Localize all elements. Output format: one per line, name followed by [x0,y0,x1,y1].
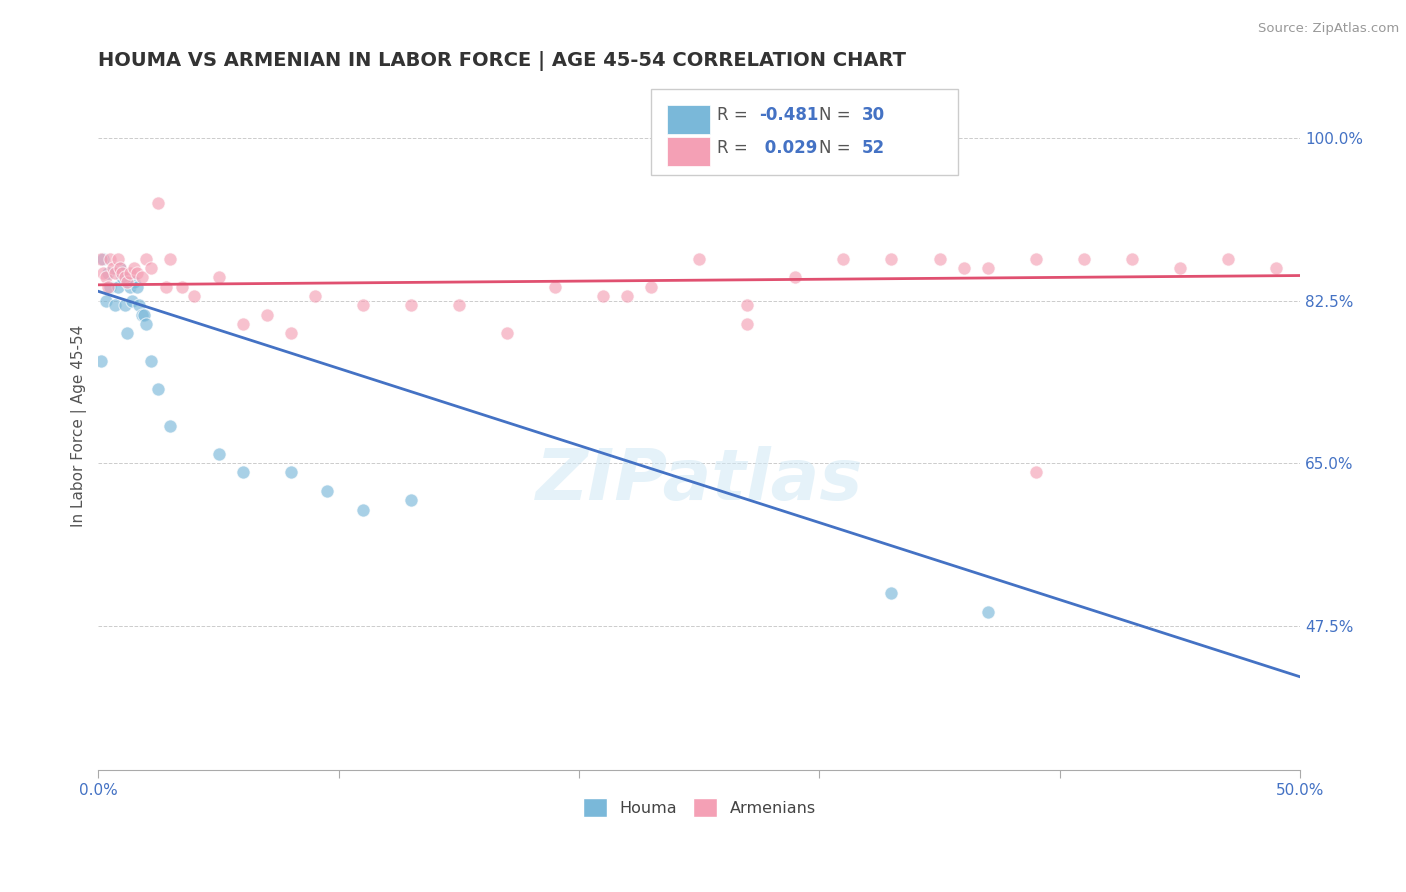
Text: N =: N = [820,106,856,124]
Text: ZIPatlas: ZIPatlas [536,447,863,516]
Text: N =: N = [820,138,856,157]
Text: 52: 52 [862,138,884,157]
Text: 0.029: 0.029 [759,138,818,157]
Point [315,483,337,498]
Point [135,317,157,331]
Point [159,419,181,434]
Point [1168,261,1191,276]
Point [114,270,136,285]
Point [107,279,129,293]
Point [880,586,903,600]
Point [280,466,302,480]
Point [928,252,950,266]
Y-axis label: In Labor Force | Age 45-54: In Labor Force | Age 45-54 [72,325,87,527]
Point [97,266,120,280]
Point [115,275,138,289]
Point [107,252,129,266]
Point [135,252,157,266]
Point [256,308,278,322]
FancyBboxPatch shape [651,89,957,175]
Point [232,317,254,331]
FancyBboxPatch shape [666,137,710,166]
Point [97,279,120,293]
Point [976,605,998,619]
Point [128,298,150,312]
Point [952,261,974,276]
Point [616,289,638,303]
Point [155,279,177,293]
Point [111,266,134,280]
Point [131,270,153,285]
Point [1216,252,1239,266]
Point [124,261,146,276]
Point [640,279,662,293]
Point [880,252,903,266]
Point [118,279,141,293]
Text: HOUMA VS ARMENIAN IN LABOR FORCE | AGE 45-54 CORRELATION CHART: HOUMA VS ARMENIAN IN LABOR FORCE | AGE 4… [98,51,907,70]
Point [101,261,124,276]
Point [785,270,807,285]
Point [976,261,998,276]
Point [280,326,302,340]
Text: 30: 30 [862,106,884,124]
Point [148,196,170,211]
Point [1121,252,1143,266]
Point [104,298,127,312]
Point [1073,252,1095,266]
Point [141,354,163,368]
Point [94,293,117,308]
Point [1025,252,1047,266]
Point [352,502,374,516]
Point [118,266,141,280]
Point [121,293,143,308]
Point [496,326,519,340]
Point [352,298,374,312]
Point [114,298,136,312]
Point [125,266,148,280]
Text: R =: R = [717,138,754,157]
Point [183,289,205,303]
Point [91,266,114,280]
Point [124,275,146,289]
Point [131,308,153,322]
Point [115,326,138,340]
Point [399,298,422,312]
Point [90,354,112,368]
Point [1025,466,1047,480]
Point [832,252,855,266]
Point [232,466,254,480]
Text: R =: R = [717,106,754,124]
Point [735,298,758,312]
Point [447,298,470,312]
Point [108,261,131,276]
Point [98,279,121,293]
Point [1265,261,1288,276]
Point [111,270,134,285]
Point [159,252,181,266]
Point [207,447,229,461]
Point [304,289,326,303]
Point [98,252,121,266]
Point [735,317,758,331]
Point [688,252,710,266]
Point [108,261,131,276]
Point [91,252,114,266]
Point [94,270,117,285]
Point [172,279,194,293]
Point [399,493,422,508]
Point [148,382,170,396]
Point [592,289,614,303]
Point [132,308,155,322]
Point [90,252,112,266]
FancyBboxPatch shape [666,105,710,134]
Text: -0.481: -0.481 [759,106,818,124]
Text: Source: ZipAtlas.com: Source: ZipAtlas.com [1258,22,1399,36]
Point [207,270,229,285]
Point [104,266,127,280]
Point [544,279,567,293]
Legend: Houma, Armenians: Houma, Armenians [576,791,823,823]
Point [125,279,148,293]
Point [141,261,163,276]
